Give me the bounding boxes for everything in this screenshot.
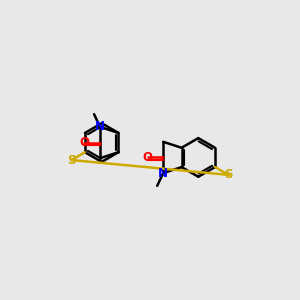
Text: O: O	[142, 151, 153, 164]
Text: N: N	[95, 120, 105, 134]
Text: N: N	[158, 167, 168, 180]
Text: O: O	[80, 136, 89, 149]
Text: S: S	[67, 154, 76, 166]
Text: S: S	[224, 168, 233, 182]
